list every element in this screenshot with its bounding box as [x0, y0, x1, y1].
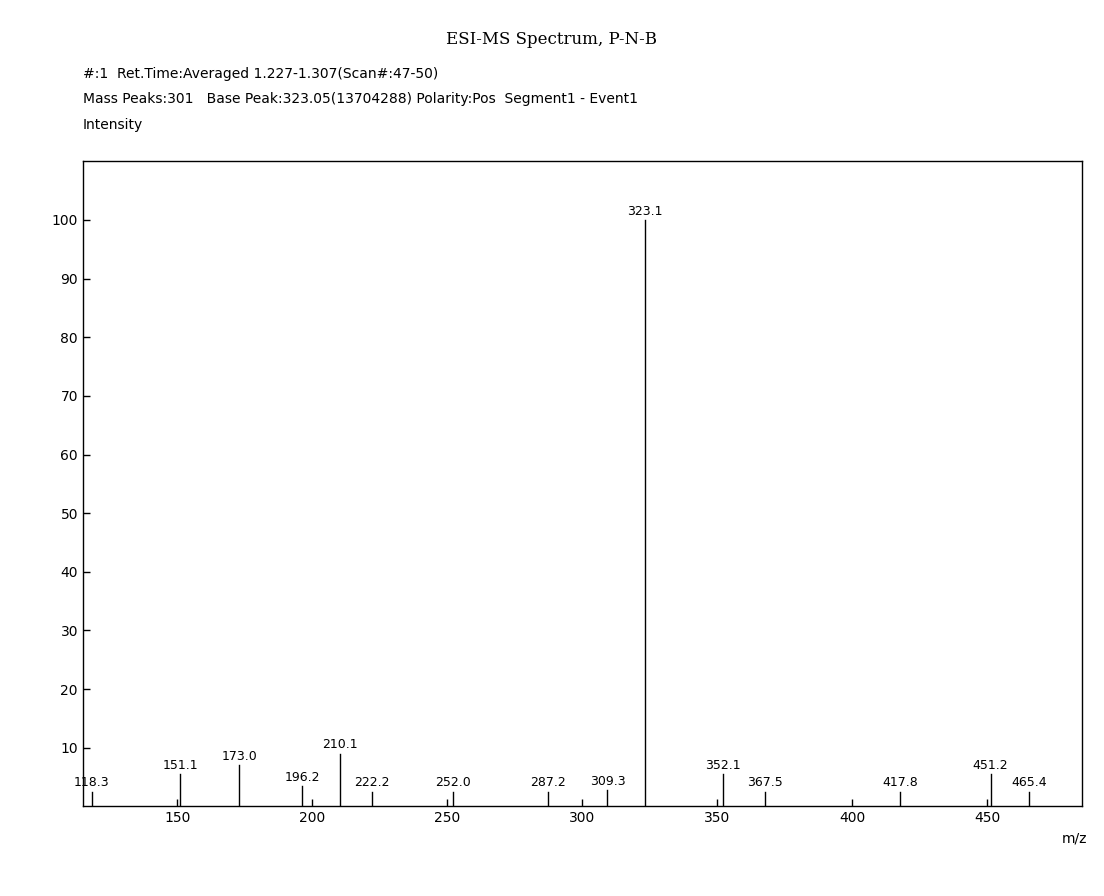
- Text: 323.1: 323.1: [627, 204, 662, 218]
- Text: 352.1: 352.1: [705, 759, 741, 771]
- Text: 196.2: 196.2: [285, 771, 320, 783]
- Text: 252.0: 252.0: [435, 777, 470, 789]
- Text: ESI-MS Spectrum, P-N-B: ESI-MS Spectrum, P-N-B: [446, 31, 658, 48]
- Text: 210.1: 210.1: [321, 738, 358, 751]
- Text: 287.2: 287.2: [530, 777, 565, 789]
- Text: 118.3: 118.3: [74, 777, 109, 789]
- Text: #:1  Ret.Time:Averaged 1.227-1.307(Scan#:47-50): #:1 Ret.Time:Averaged 1.227-1.307(Scan#:…: [83, 67, 438, 82]
- Text: m/z: m/z: [1062, 831, 1087, 846]
- Text: 465.4: 465.4: [1011, 777, 1047, 789]
- Text: 309.3: 309.3: [590, 775, 625, 788]
- Text: 151.1: 151.1: [162, 759, 198, 771]
- Text: Intensity: Intensity: [83, 118, 144, 133]
- Text: Mass Peaks:301   Base Peak:323.05(13704288) Polarity:Pos  Segment1 - Event1: Mass Peaks:301 Base Peak:323.05(13704288…: [83, 92, 638, 107]
- Text: 173.0: 173.0: [222, 750, 257, 763]
- Text: 367.5: 367.5: [746, 777, 783, 789]
- Text: 417.8: 417.8: [882, 777, 919, 789]
- Text: 222.2: 222.2: [354, 777, 390, 789]
- Text: 451.2: 451.2: [973, 759, 1008, 771]
